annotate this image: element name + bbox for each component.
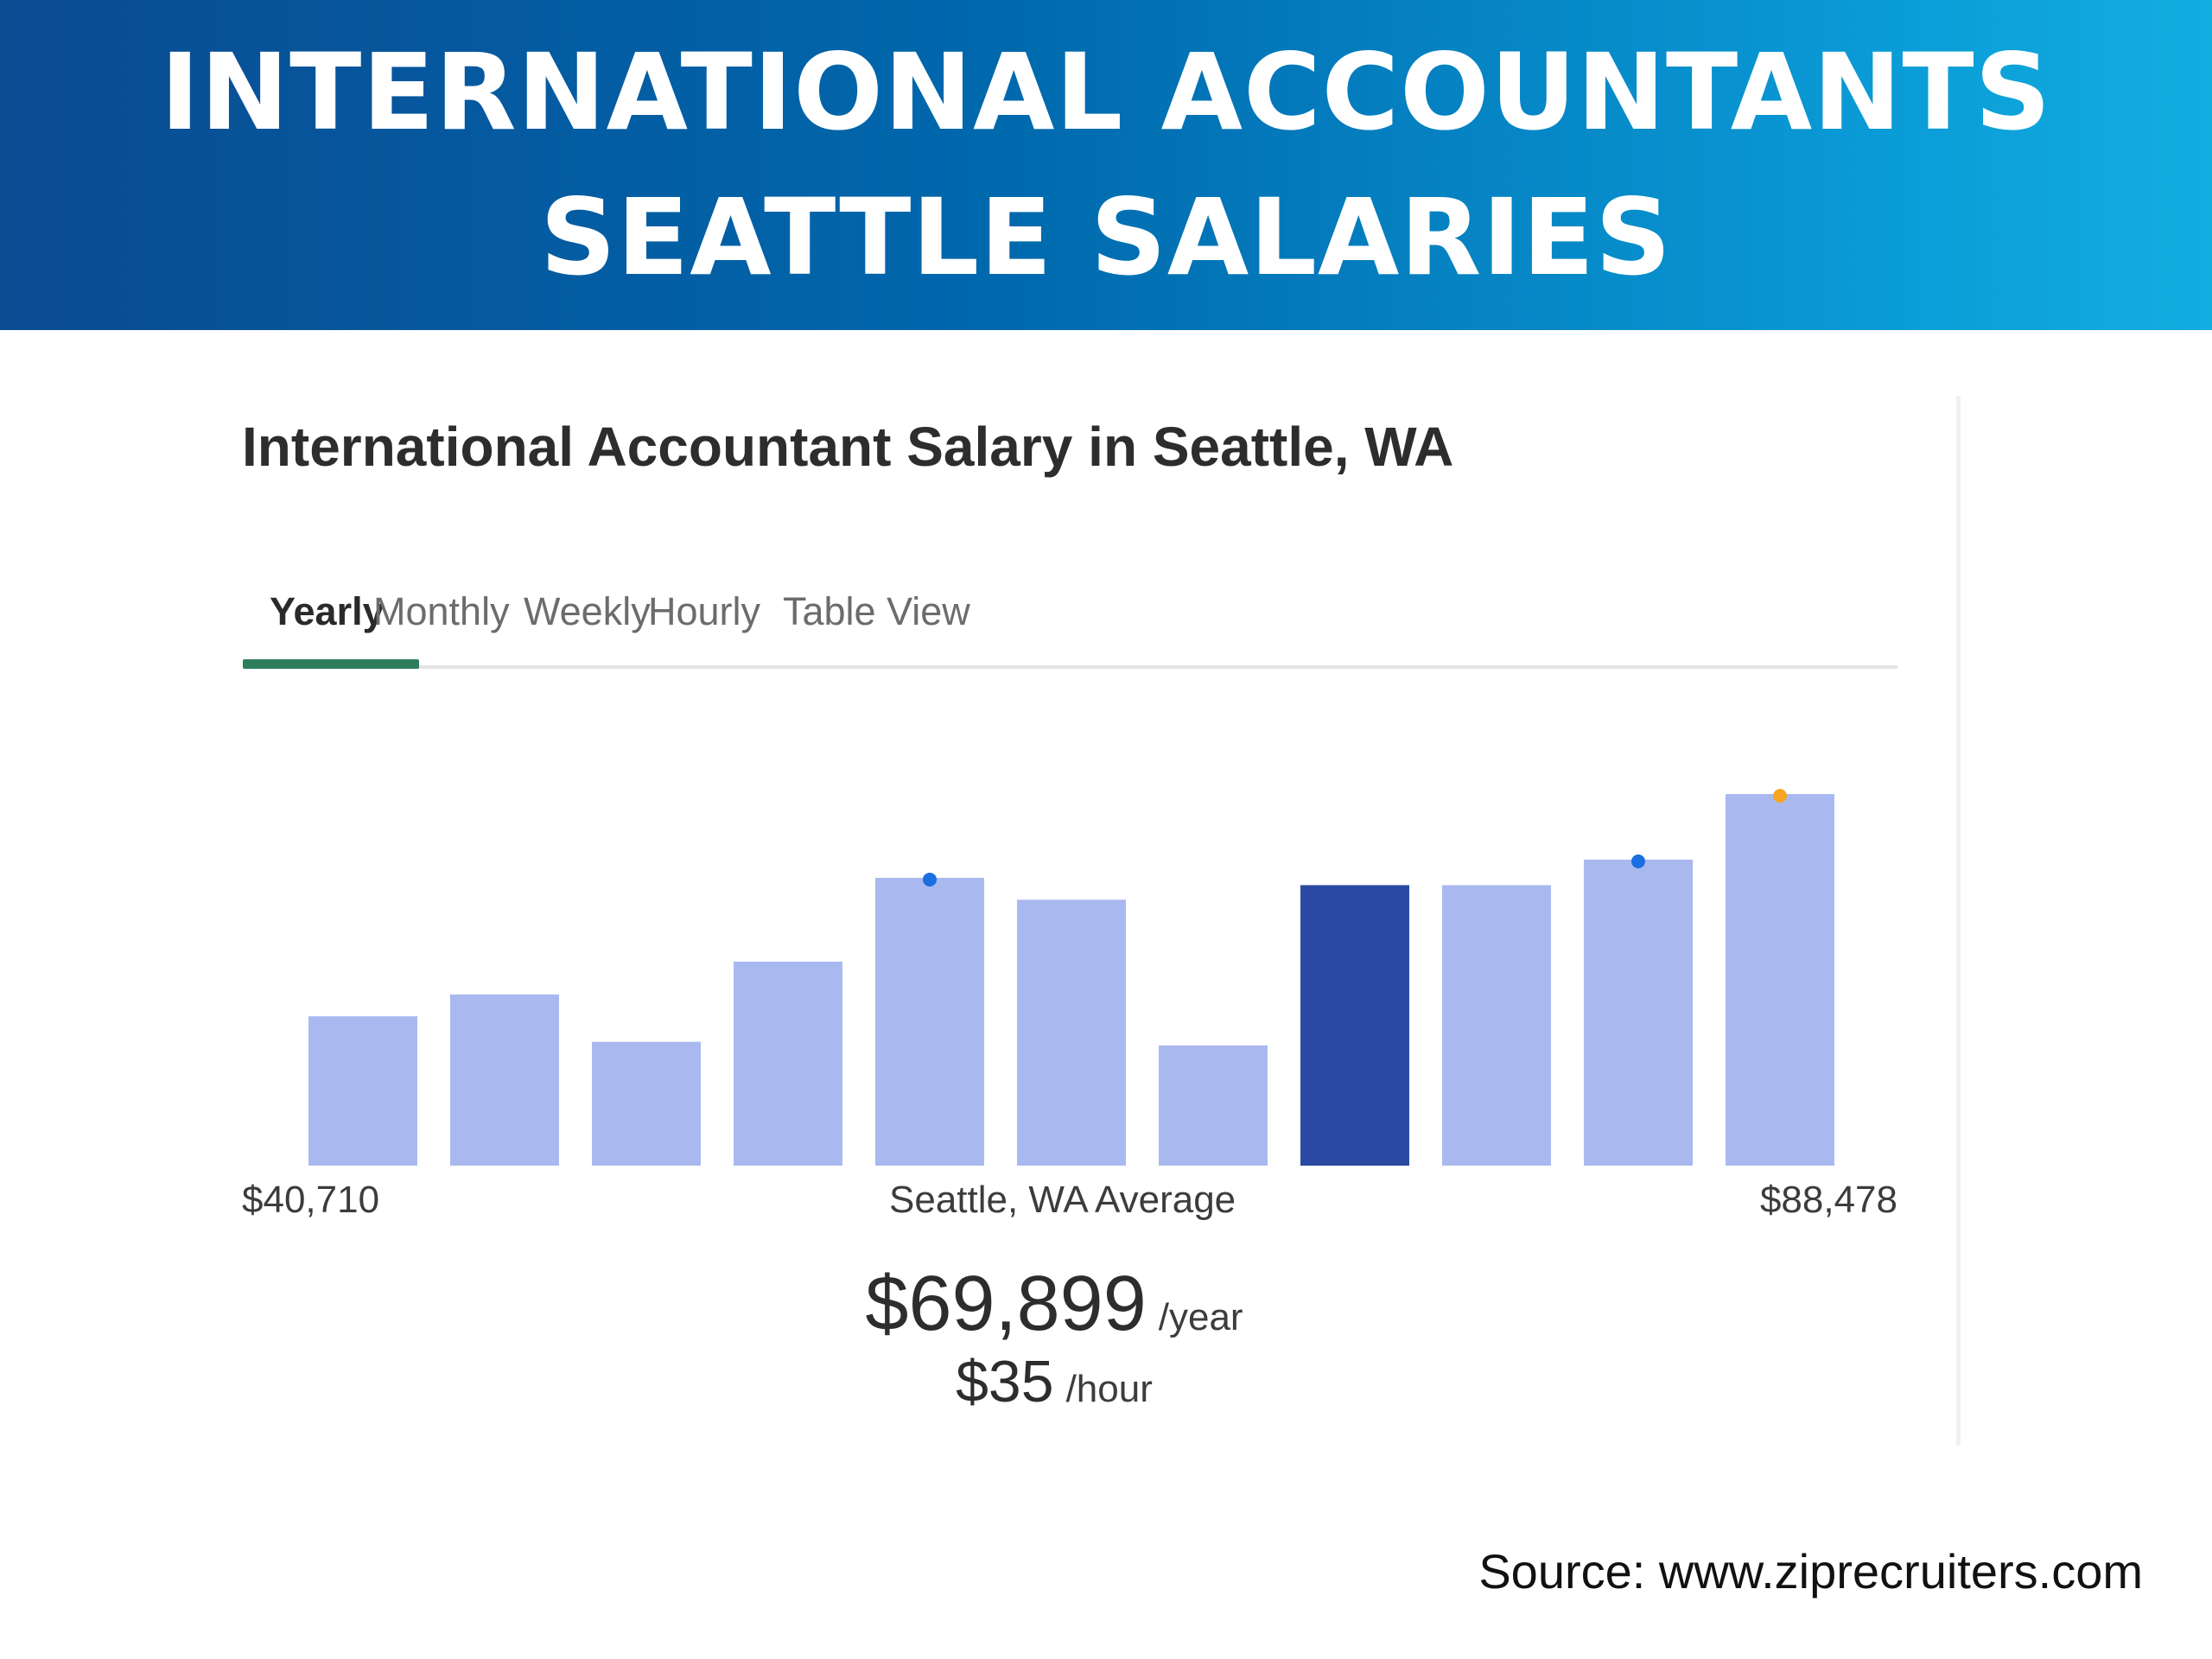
salary-bar[interactable] [1726, 794, 1834, 1166]
salary-card: International Accountant Salary in Seatt… [199, 396, 1961, 1445]
salary-distribution-chart [308, 789, 1834, 1166]
active-tab-indicator [243, 659, 419, 669]
axis-center-label: Seattle, WA Average [889, 1179, 1236, 1221]
average-yearly: $69,899/year [199, 1260, 1910, 1349]
salary-bar[interactable] [450, 994, 559, 1166]
title-banner: INTERNATIONAL ACCOUNTANTS SEATTLE SALARI… [0, 0, 2212, 330]
average-yearly-unit: /year [1158, 1296, 1243, 1338]
salary-bar-average[interactable] [1300, 885, 1409, 1166]
salary-bar[interactable] [1442, 885, 1551, 1166]
salary-bar[interactable] [734, 961, 842, 1166]
salary-bar[interactable] [1584, 859, 1693, 1166]
banner-title-line-1: INTERNATIONAL ACCOUNTANTS [160, 31, 2052, 154]
tab-monthly[interactable]: Monthly [373, 589, 510, 633]
card-title: International Accountant Salary in Seatt… [242, 416, 1454, 478]
period-tabs: Yearly Monthly Weekly Hourly Table View [243, 586, 1897, 669]
bar-marker-dot [1773, 789, 1787, 803]
bar-marker-dot [1631, 854, 1645, 868]
bar-marker-dot [923, 872, 937, 887]
salary-bar[interactable] [592, 1041, 701, 1166]
tab-weekly[interactable]: Weekly [524, 589, 651, 633]
salary-bar[interactable] [875, 877, 984, 1166]
average-hourly-value: $35 [956, 1349, 1054, 1414]
average-hourly-unit: /hour [1065, 1368, 1153, 1410]
average-yearly-value: $69,899 [865, 1261, 1147, 1347]
salary-bar[interactable] [308, 1016, 417, 1166]
tab-yearly[interactable]: Yearly [270, 589, 385, 633]
average-hourly: $35/hour [199, 1348, 1910, 1415]
salary-bar[interactable] [1159, 1045, 1268, 1166]
axis-max-label: $88,478 [1759, 1179, 1897, 1221]
source-caption: Source: www.ziprecruiters.com [1478, 1544, 2143, 1599]
axis-min-label: $40,710 [242, 1179, 380, 1221]
tab-hourly[interactable]: Hourly [648, 589, 761, 633]
banner-title-line-2: SEATTLE SALARIES [540, 176, 1672, 299]
tab-table-view[interactable]: Table View [783, 589, 970, 633]
salary-bar[interactable] [1017, 899, 1126, 1166]
